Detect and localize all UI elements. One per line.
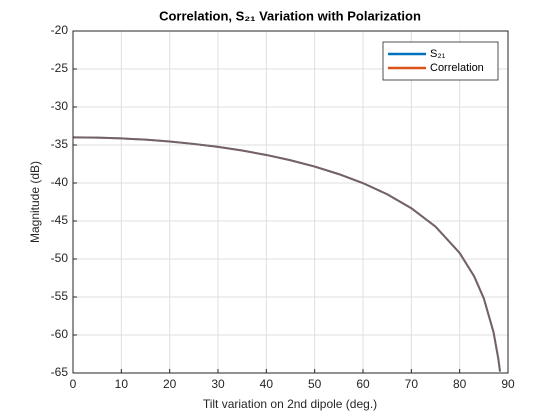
x-tick-label: 30 bbox=[211, 377, 225, 391]
legend-label: S₂₁ bbox=[430, 48, 446, 60]
y-tick-label: -30 bbox=[51, 99, 69, 113]
legend: S₂₁ Correlation bbox=[382, 41, 499, 81]
x-tick-label: 60 bbox=[356, 377, 370, 391]
x-axis-label: Tilt variation on 2nd dipole (deg.) bbox=[203, 397, 377, 411]
y-tick-label: -60 bbox=[51, 327, 69, 341]
axes-box bbox=[72, 30, 509, 374]
lines bbox=[73, 136, 502, 372]
chart-title: Correlation, S₂₁ Variation with Polariza… bbox=[159, 8, 421, 23]
legend-box bbox=[382, 41, 499, 81]
y-tick-label: -65 bbox=[51, 365, 69, 379]
x-tick-label: 80 bbox=[453, 377, 467, 391]
plot-area bbox=[73, 31, 508, 373]
y-tick-label: -20 bbox=[51, 23, 69, 37]
legend-label: Correlation bbox=[430, 62, 484, 74]
y-tick-label: -55 bbox=[51, 289, 69, 303]
x-tick-label: 20 bbox=[163, 377, 177, 391]
x-tick-label: 10 bbox=[115, 377, 129, 391]
y-tick-label: -40 bbox=[51, 175, 69, 189]
y-tick-label: -35 bbox=[51, 137, 69, 151]
x-tick-label: 70 bbox=[405, 377, 419, 391]
series-line bbox=[73, 136, 502, 372]
x-tick-label: 50 bbox=[308, 377, 322, 391]
x-tick-label: 90 bbox=[501, 377, 515, 391]
y-tick-label: -25 bbox=[51, 61, 69, 75]
y-tick-label: -45 bbox=[51, 213, 69, 227]
y-axis-label: Magnitude (dB) bbox=[28, 161, 42, 243]
x-tick-label: 40 bbox=[260, 377, 274, 391]
y-tick-label: -50 bbox=[51, 251, 69, 265]
x-tick-label: 0 bbox=[70, 377, 77, 391]
